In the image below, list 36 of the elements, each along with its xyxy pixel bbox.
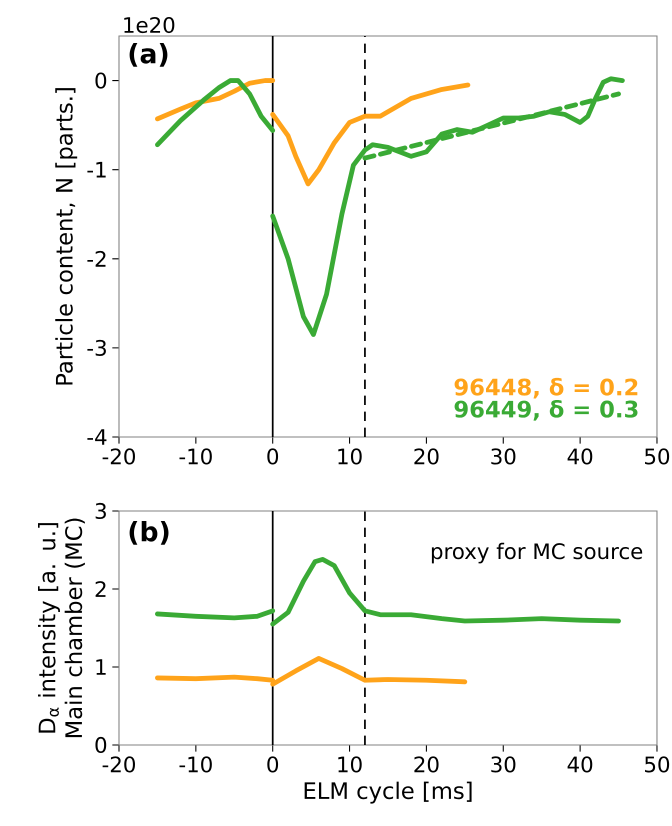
x-tick-label: 50 bbox=[645, 756, 670, 772]
x-tick-label: 10 bbox=[338, 448, 362, 465]
y-tick-label: -4 bbox=[87, 429, 106, 445]
y-tick-label: 0 bbox=[95, 736, 106, 754]
y-tick-label: 0 bbox=[95, 72, 106, 89]
x-tick-label: 0 bbox=[267, 448, 278, 465]
x-tick-label: 20 bbox=[414, 448, 439, 465]
y-tick-label: -2 bbox=[87, 250, 106, 267]
x-tick-label: -20 bbox=[102, 756, 135, 772]
annotation: (a) bbox=[130, 42, 168, 67]
y-tick-label: 2 bbox=[96, 581, 106, 597]
x-tick-label: 40 bbox=[568, 448, 592, 465]
x-tick-label: 0 bbox=[267, 756, 278, 772]
x-tick-label: 10 bbox=[338, 756, 362, 772]
y-axis-title: Particle content, N [parts.] bbox=[55, 88, 78, 385]
annotation: proxy for MC source bbox=[432, 542, 642, 564]
y-tick-label: -1 bbox=[87, 162, 106, 178]
text: 96449, δ = 0.3 bbox=[454, 400, 638, 421]
y-tick-label: -3 bbox=[87, 340, 106, 356]
x-tick-label: -20 bbox=[102, 448, 135, 465]
x-tick-label: 40 bbox=[568, 756, 592, 772]
line-series bbox=[155, 78, 276, 148]
text: 96448, δ = 0.2 bbox=[454, 378, 638, 399]
x-tick-label: -10 bbox=[179, 756, 212, 772]
y-tick-label: 1 bbox=[96, 659, 106, 675]
x-tick-label: 30 bbox=[491, 756, 516, 772]
line-series bbox=[155, 608, 276, 620]
line-series bbox=[270, 76, 625, 337]
text: 1e20 bbox=[124, 16, 174, 34]
x-tick-label: 50 bbox=[645, 448, 670, 465]
x-tick-label: 20 bbox=[414, 756, 439, 772]
annotation: (b) bbox=[130, 520, 168, 545]
y-tick-label: 3 bbox=[96, 502, 106, 520]
x-tick-label: -10 bbox=[179, 448, 212, 465]
x-axis-title: ELM cycle [ms] bbox=[304, 782, 472, 804]
x-tick-label: 30 bbox=[491, 448, 516, 465]
